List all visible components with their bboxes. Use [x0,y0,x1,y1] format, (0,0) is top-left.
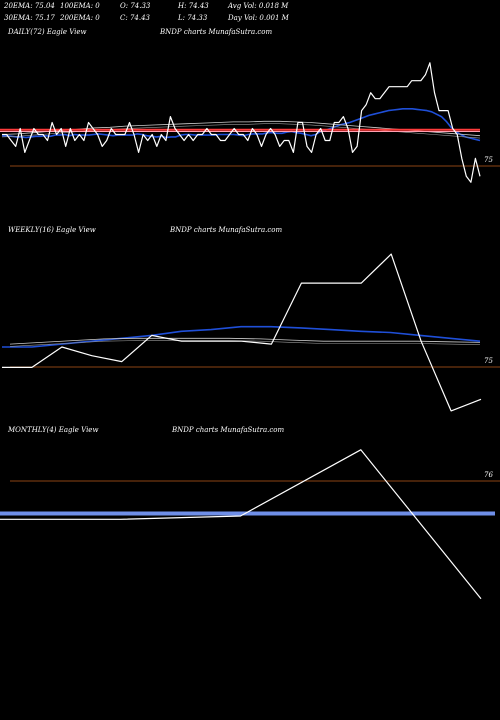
header-high: H: 74.43 [178,2,209,10]
header-low: L: 74.33 [178,14,208,22]
header-open: O: 74.33 [120,2,151,10]
header-ema30: 30EMA: 75.17 [4,14,55,22]
daily-ema-gray-line [1,120,481,137]
header-close: C: 74.43 [120,14,150,22]
header-avg-vol: Avg Vol: 0.018 M [228,2,289,10]
daily-title-left: DAILY(72) Eagle View [7,28,87,36]
weekly-ema-blue-line [2,325,481,348]
weekly-ema-gray-line [9,337,481,345]
weekly-title-right: BNDP charts MunafaSutra.com [169,226,283,234]
weekly-ema-gray-line-2 [9,340,481,347]
header-day-vol: Day Vol: 0.001 M [228,14,289,22]
weekly-title-left: WEEKLY(16) Eagle View [8,226,96,234]
weekly-reference-label: 75 [484,357,493,365]
header-ema20: 20EMA: 75.04 [4,2,55,10]
daily-price-line [2,62,481,183]
daily-ema-blue-line [2,108,481,142]
monthly-title-left: MONTHLY(4) Eagle View [7,426,98,434]
monthly-price-line [0,449,482,600]
monthly-reference-label: 76 [484,471,493,479]
daily-reference-label: 75 [484,156,493,164]
header-ema200: 200EMA: 0 [60,14,100,22]
weekly-price-line [2,253,482,412]
header-ema100: 100EMA: 0 [60,2,100,10]
daily-title-right: BNDP charts MunafaSutra.com [159,28,273,36]
monthly-title-right: BNDP charts MunafaSutra.com [171,426,285,434]
